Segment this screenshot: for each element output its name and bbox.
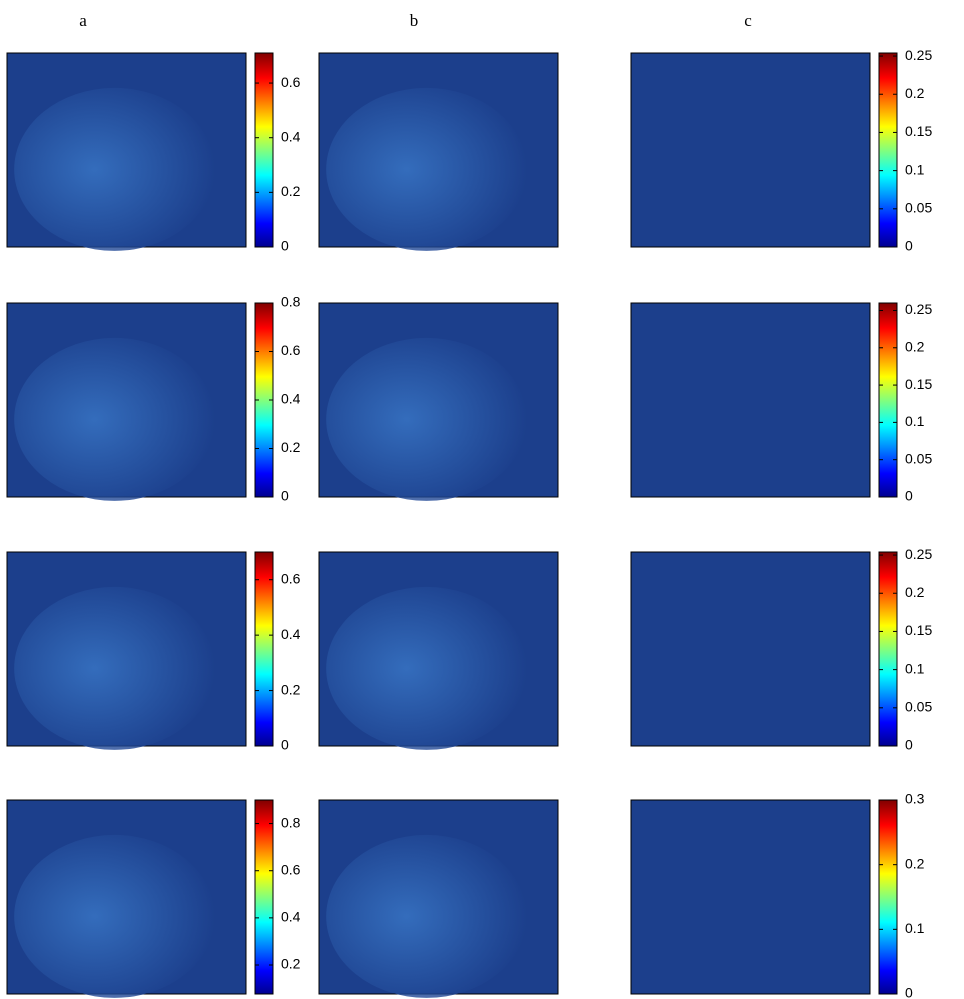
column-label: c [744, 11, 752, 30]
colorbar-tick-label: 0.4 [281, 128, 301, 144]
colorbar-tick-label: 0 [905, 737, 913, 753]
colorbar-tick-label: 0.6 [281, 570, 301, 586]
colorbar-tick-label: 0.4 [281, 909, 301, 925]
colorbar-tick-label: 0.15 [905, 376, 932, 392]
colorbar-tick-label: 0 [905, 238, 913, 254]
colorbar-tick-label: 0.8 [281, 294, 301, 310]
colorbar-tick-label: 0.2 [281, 439, 301, 455]
column-label: b [410, 11, 419, 30]
colorbar-tick-label: 0.1 [905, 413, 925, 429]
colorbar-tick-label: 0.05 [905, 699, 932, 715]
colorbar-tick-label: 0.05 [905, 200, 932, 216]
colorbar-tick-label: 0.25 [905, 301, 932, 317]
colorbar [878, 551, 898, 747]
colorbar [254, 551, 274, 747]
colorbar-tick-label: 0.2 [281, 681, 301, 697]
map-land [326, 87, 527, 251]
map-land [14, 586, 215, 750]
colorbar [878, 799, 898, 995]
column-label: a [79, 11, 87, 30]
colorbar-tick-label: 0.3 [905, 791, 925, 807]
map-land [14, 87, 215, 251]
colorbar-tick-label: 0.8 [281, 814, 301, 830]
colorbar [878, 52, 898, 248]
map-land [326, 586, 527, 750]
map-land [326, 834, 527, 998]
colorbar-tick-label: 0.15 [905, 622, 932, 638]
colorbar [254, 52, 274, 248]
map-panel [630, 302, 871, 498]
colorbar-tick-label: 0 [905, 985, 913, 999]
colorbar-tick-label: 0 [905, 488, 913, 504]
colorbar-tick-label: 0.05 [905, 450, 932, 466]
colorbar-tick-label: 0.2 [281, 183, 301, 199]
colorbar-tick-label: 0.4 [281, 391, 301, 407]
colorbar-tick-label: 0.15 [905, 123, 932, 139]
colorbar-tick-label: 0.4 [281, 626, 301, 642]
colorbar-tick-label: 0.1 [905, 161, 925, 177]
colorbar-tick-label: 0.2 [905, 338, 925, 354]
colorbar-tick-label: 0.6 [281, 861, 301, 877]
colorbar-tick-label: 0.2 [905, 85, 925, 101]
colorbar-tick-label: 0.25 [905, 47, 932, 63]
colorbar [254, 799, 274, 995]
colorbar-tick-label: 0 [281, 737, 289, 753]
colorbar-tick-label: 0.1 [905, 920, 925, 936]
colorbar-tick-label: 0.25 [905, 546, 932, 562]
map-panel [630, 52, 871, 248]
colorbar [878, 302, 898, 498]
map-panel [630, 799, 871, 995]
map-land [14, 337, 215, 501]
map-land [326, 337, 527, 501]
map-land [14, 834, 215, 998]
colorbar-tick-label: 0.6 [281, 342, 301, 358]
colorbar-tick-label: 0.2 [905, 584, 925, 600]
colorbar-tick-label: 0.6 [281, 74, 301, 90]
map-panel [630, 551, 871, 747]
colorbar-tick-label: 0 [281, 238, 289, 254]
colorbar-tick-label: 0 [281, 488, 289, 504]
colorbar-tick-label: 0.2 [281, 956, 301, 972]
colorbar-tick-label: 0.1 [905, 660, 925, 676]
colorbar-tick-label: 0.2 [905, 855, 925, 871]
